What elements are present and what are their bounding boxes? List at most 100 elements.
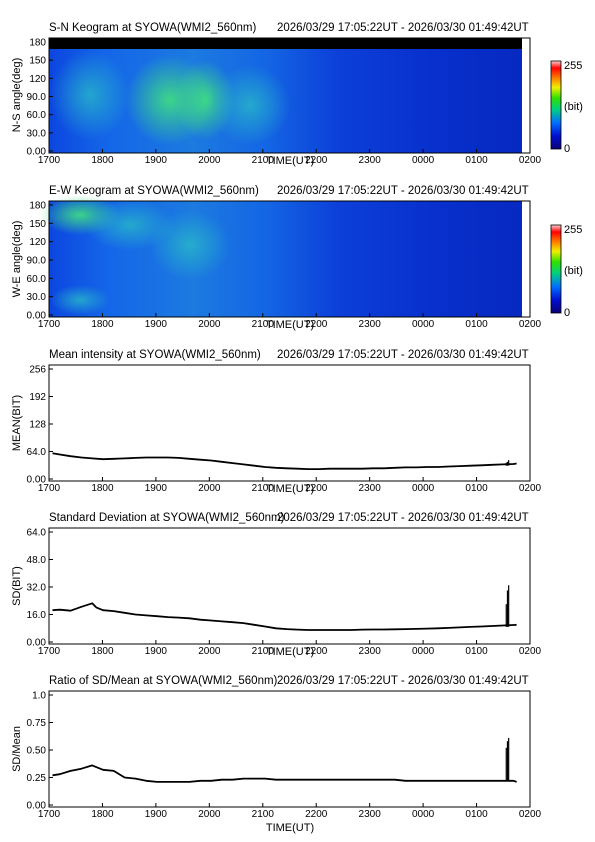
ew-colorbar-unit: (bit) (564, 265, 583, 277)
ew-y-tick-label: 60.0 (27, 274, 47, 285)
ratio-y-tick-label: 1.0 (32, 691, 46, 702)
ew-colorbar-max: 255 (564, 224, 582, 236)
sd-y-tick-label: 0.00 (27, 638, 47, 649)
ratio-x-tick-label: 2100 (252, 809, 275, 820)
sn-x-tick-label: 1800 (91, 155, 114, 166)
ew-y-label: W-E angle(deg) (11, 221, 23, 298)
mean-y-tick-label: 192 (29, 392, 46, 403)
ratio-x-ticks: 1700 1800 1900 2000 2100 2200 2300 0000 0100 0200 (38, 803, 542, 820)
sd-y-tick-label: 48.0 (27, 555, 47, 566)
ew-y-tick-label: 180 (29, 201, 46, 212)
mean-title: Mean intensity at SYOWA(WMI2_560nm) (49, 349, 261, 361)
sn-time-range: 2026/03/29 17:05:22UT - 2026/03/30 01:49… (277, 22, 529, 34)
ratio-x-tick-label: 2200 (305, 809, 328, 820)
ratio-x-tick-label: 1900 (145, 809, 168, 820)
ew-y-tick-label: 30.0 (27, 292, 47, 303)
mean-time-range: 2026/03/29 17:05:22UT - 2026/03/30 01:49… (277, 349, 529, 361)
sd-x-tick-label: 1700 (38, 646, 61, 657)
ew-x-tick-label: 2100 (252, 319, 275, 330)
sn-y-label: N-S angle(deg) (11, 58, 23, 133)
ratio-frame (48, 690, 531, 808)
ew-colorbar-min: 0 (564, 307, 570, 319)
ew-y-tick-label: 90.0 (27, 256, 47, 267)
mean-x-tick-label: 0100 (465, 483, 488, 494)
ew-title: E-W Keogram at SYOWA(WMI2_560nm) (49, 185, 259, 197)
ratio-x-tick-label: 0100 (465, 809, 488, 820)
mean-x-tick-label: 0200 (519, 483, 542, 494)
mean-y-label: MEAN(BIT) (11, 395, 23, 451)
sd-y-tick-label: 64.0 (27, 528, 47, 539)
ratio-x-tick-label: 1700 (38, 809, 61, 820)
sd-title: Standard Deviation at SYOWA(WMI2_560nm) (49, 512, 285, 524)
sn-frame (48, 37, 531, 154)
mean-frame (48, 364, 531, 482)
mean-x-tick-label: 2300 (359, 483, 382, 494)
ew-x-tick-label: 0200 (519, 319, 542, 330)
ratio-line (52, 764, 517, 783)
sn-x-tick-label: 1700 (38, 155, 61, 166)
ew-data-end-gap (522, 201, 530, 317)
sd-y-tick-label: 32.0 (27, 583, 47, 594)
ratio-x-tick-label: 0200 (519, 809, 542, 820)
mean-y-tick-label: 256 (29, 365, 46, 376)
sd-time-range: 2026/03/29 17:05:22UT - 2026/03/30 01:49… (277, 512, 529, 524)
ratio-x-tick-label: 2300 (359, 809, 382, 820)
ew-aurora-glow-4 (50, 285, 110, 315)
ew-x-tick-label: 1900 (145, 319, 168, 330)
sn-x-tick-label: 2300 (359, 155, 382, 166)
sn-y-tick-label: 60.0 (27, 110, 47, 121)
ew-y-tick-label: 150 (29, 219, 46, 230)
mean-y-tick-label: 64.0 (27, 447, 47, 458)
sn-y-tick-label: 90.0 (27, 92, 47, 103)
ew-y-tick-label: 120 (29, 237, 46, 248)
sd-x-tick-label: 2000 (198, 646, 221, 657)
ratio-panel: Ratio of SD/Mean at SYOWA(WMI2_560nm) 20… (11, 675, 542, 834)
mean-y-tick-label: 0.00 (27, 475, 47, 486)
sd-panel: Standard Deviation at SYOWA(WMI2_560nm) … (11, 512, 542, 658)
sn-no-data-band (49, 38, 530, 49)
ew-x-tick-label: 2300 (359, 319, 382, 330)
ew-time-range: 2026/03/29 17:05:22UT - 2026/03/30 01:49… (277, 185, 529, 197)
sd-x-tick-label: 0000 (412, 646, 435, 657)
sn-x-tick-label: 0000 (412, 155, 435, 166)
sd-x-tick-label: 1800 (91, 646, 114, 657)
sn-aurora-glow-4 (210, 65, 290, 145)
sn-colorbar (550, 60, 562, 150)
sn-x-tick-label: 2200 (305, 155, 328, 166)
sn-y-ticks: 0.00 30.0 60.0 90.0 120 150 180 (27, 38, 53, 158)
sd-x-label: TIME(UT) (266, 646, 314, 658)
ratio-y-tick-label: 0.50 (27, 746, 47, 757)
sd-x-tick-label: 0200 (519, 646, 542, 657)
sd-y-ticks: 0.00 16.0 32.0 48.0 64.0 (27, 528, 53, 649)
ratio-series (52, 737, 517, 783)
sd-y-tick-label: 16.0 (27, 610, 47, 621)
ew-colorbar (550, 224, 562, 314)
ratio-y-tick-label: 0.00 (27, 801, 47, 812)
ew-y-ticks: 0.00 30.0 60.0 90.0 120 150 180 (27, 201, 53, 322)
ratio-y-label: SD/Mean (11, 726, 23, 772)
ew-x-tick-label: 1800 (91, 319, 114, 330)
mean-x-tick-label: 2200 (305, 483, 328, 494)
mean-x-ticks: 1700 1800 1900 2000 2100 2200 2300 0000 0100 0200 (38, 477, 542, 494)
sd-series (52, 585, 517, 631)
sn-keogram-panel: S-N Keogram at SYOWA(WMI2_560nm) 2026/03… (11, 22, 583, 167)
mean-x-tick-label: 1700 (38, 483, 61, 494)
mean-x-tick-label: 2000 (198, 483, 221, 494)
ratio-time-range: 2026/03/29 17:05:22UT - 2026/03/30 01:49… (277, 675, 529, 687)
ratio-title: Ratio of SD/Mean at SYOWA(WMI2_560nm) (49, 675, 278, 687)
sd-x-tick-label: 1900 (145, 646, 168, 657)
sd-x-ticks: 1700 1800 1900 2000 2100 2200 2300 0000 0100 0200 (38, 640, 542, 657)
sn-colorbar-max: 255 (564, 60, 582, 72)
mean-x-label: TIME(UT) (266, 483, 314, 495)
sn-y-tick-label: 150 (29, 56, 46, 67)
ew-x-label: TIME(UT) (266, 319, 314, 331)
ew-frame (48, 200, 531, 318)
sn-y-tick-label: 0.00 (27, 147, 47, 158)
mean-x-tick-label: 1800 (91, 483, 114, 494)
sd-x-tick-label: 0100 (465, 646, 488, 657)
mean-series (52, 452, 517, 471)
mean-y-ticks: 0.00 64.0 128 192 256 (27, 365, 53, 486)
ew-x-ticks: 1700 1800 1900 2000 2100 2200 2300 0000 0100 0200 (38, 313, 542, 330)
ew-x-tick-label: 2000 (198, 319, 221, 330)
